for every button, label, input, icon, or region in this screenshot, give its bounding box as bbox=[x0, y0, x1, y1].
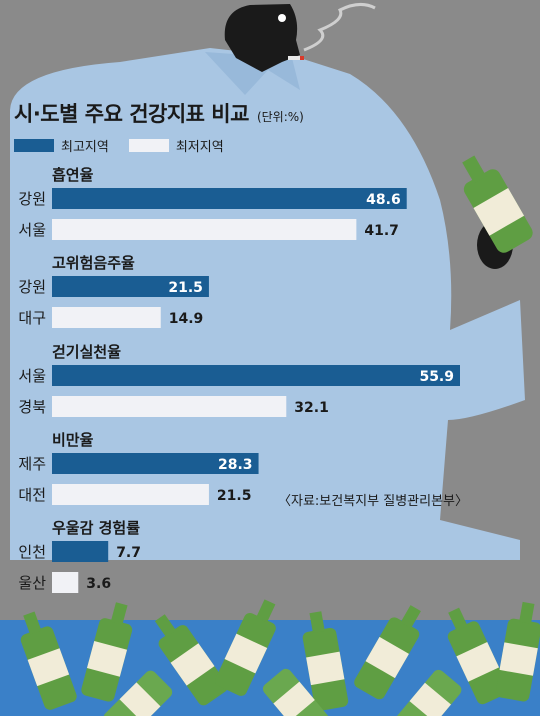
bar-lowest bbox=[52, 484, 209, 505]
group-title: 흡연율 bbox=[52, 166, 94, 184]
legend: 최고지역 최저지역 bbox=[14, 136, 224, 155]
person-body bbox=[10, 48, 525, 560]
bar-highest bbox=[52, 541, 109, 562]
legend-label-highest: 최고지역 bbox=[61, 140, 109, 155]
value-label: 7.7 bbox=[116, 545, 141, 561]
chart-title: 시·도별 주요 건강지표 비교 bbox=[14, 102, 249, 126]
bar-lowest bbox=[52, 572, 79, 593]
group-title: 우울감 경험률 bbox=[52, 519, 140, 537]
region-label: 서울 bbox=[18, 221, 46, 239]
bar-highest bbox=[52, 453, 259, 474]
legend-label-lowest: 최저지역 bbox=[175, 140, 224, 155]
cigarette bbox=[288, 56, 302, 60]
bottle-pile bbox=[0, 599, 540, 716]
value-label: 3.6 bbox=[86, 576, 111, 592]
value-label: 55.9 bbox=[419, 369, 454, 385]
region-label: 대전 bbox=[18, 486, 46, 504]
source-note: 〈자료:보건복지부 질병관리본부〉 bbox=[278, 494, 468, 509]
region-label: 경북 bbox=[18, 398, 46, 416]
smoke bbox=[303, 3, 376, 52]
chart-header: 시·도별 주요 건강지표 비교 (단위:%) bbox=[14, 98, 304, 128]
region-label: 대구 bbox=[18, 309, 46, 327]
region-label: 강원 bbox=[18, 278, 46, 296]
value-label: 41.7 bbox=[364, 223, 399, 239]
bar-highest bbox=[52, 365, 460, 386]
region-label: 강원 bbox=[18, 190, 46, 208]
eye bbox=[278, 14, 286, 22]
value-label: 48.6 bbox=[366, 192, 401, 208]
bar-lowest bbox=[52, 396, 287, 417]
region-label: 제주 bbox=[18, 455, 46, 473]
bar-highest bbox=[52, 276, 209, 297]
group-title: 고위험음주율 bbox=[52, 254, 135, 272]
group-title: 비만율 bbox=[52, 431, 94, 449]
bar-lowest bbox=[52, 219, 357, 240]
legend-item-highest: 최고지역 bbox=[14, 136, 109, 155]
value-label: 21.5 bbox=[217, 488, 252, 504]
legend-swatch-lowest bbox=[128, 139, 169, 152]
region-label: 서울 bbox=[18, 367, 46, 385]
unit-label: (단위:%) bbox=[256, 110, 304, 124]
value-label: 21.5 bbox=[168, 280, 203, 296]
bar-lowest bbox=[52, 307, 161, 328]
bottle-in-hand bbox=[462, 155, 533, 253]
group-title: 걷기실천율 bbox=[52, 343, 121, 361]
bar-highest bbox=[52, 188, 407, 209]
legend-item-lowest: 최저지역 bbox=[128, 136, 224, 155]
region-label: 울산 bbox=[18, 574, 46, 592]
region-label: 인천 bbox=[18, 543, 46, 561]
value-label: 28.3 bbox=[218, 457, 253, 473]
legend-swatch-highest bbox=[14, 139, 54, 152]
value-label: 32.1 bbox=[294, 400, 329, 416]
value-label: 14.9 bbox=[169, 311, 204, 327]
